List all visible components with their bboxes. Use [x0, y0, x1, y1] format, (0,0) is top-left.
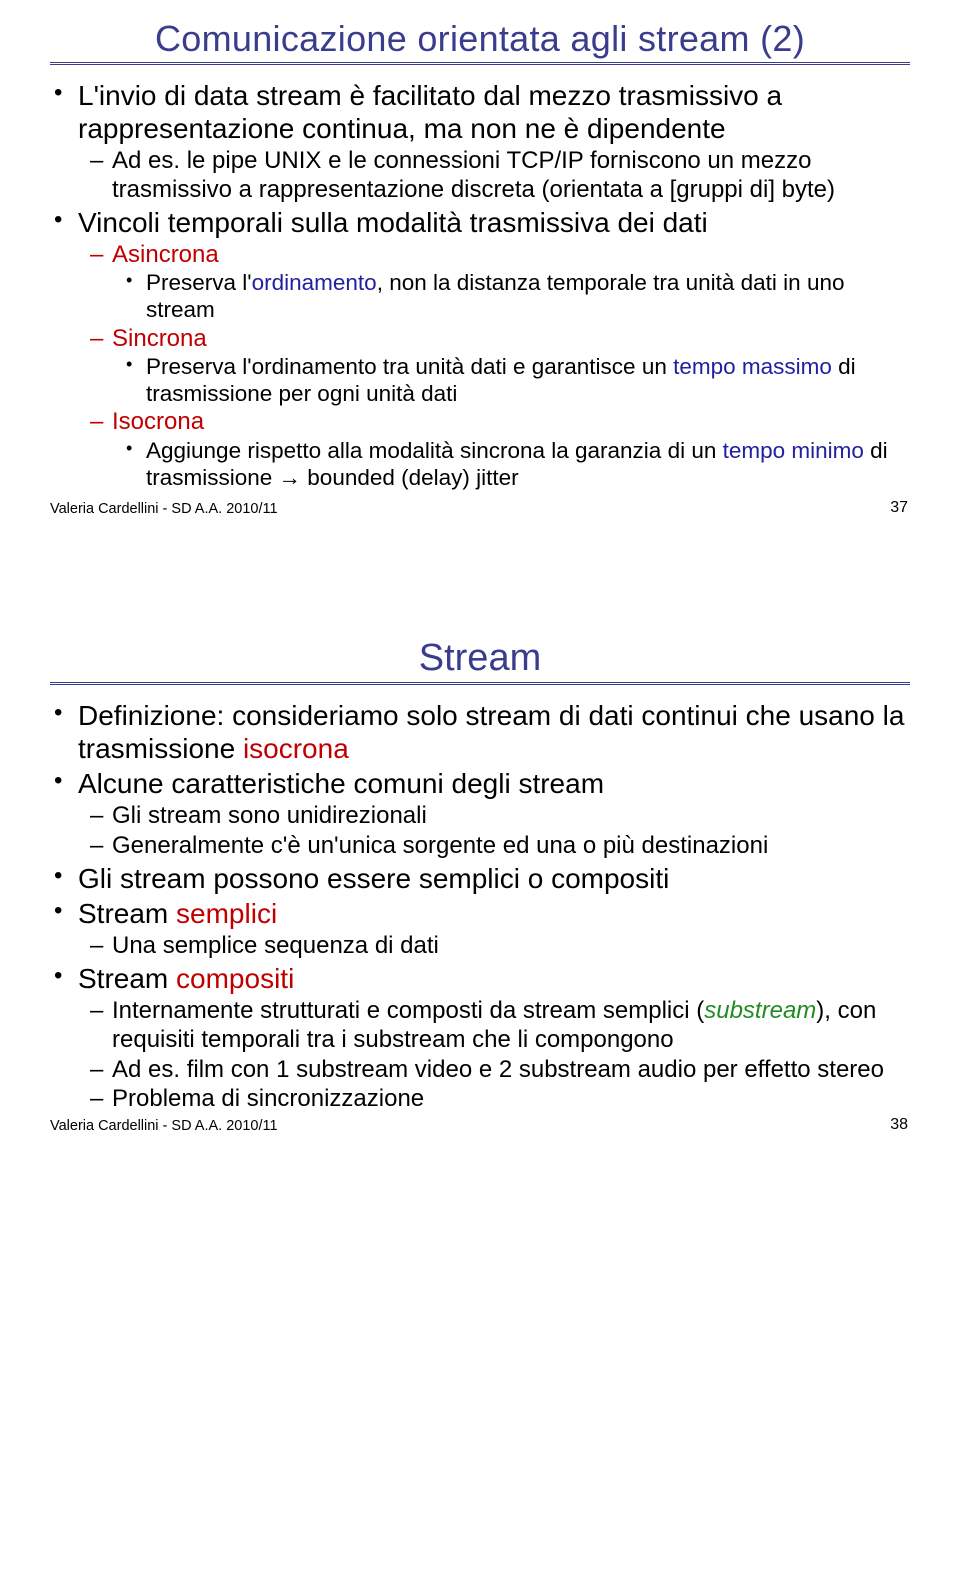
bullet-l2: Gli stream sono unidirezionali [50, 802, 910, 831]
page-number: 37 [890, 499, 908, 517]
bullet-list: Definizione: consideriamo solo stream di… [50, 699, 910, 1114]
bullet-l2: Problema di sincronizzazione [50, 1085, 910, 1114]
footer-author: Valeria Cardellini - SD A.A. 2010/11 [50, 1118, 278, 1134]
bullet-l2-async: Asincrona [50, 241, 910, 270]
slide-2: Stream Definizione: consideriamo solo st… [0, 619, 960, 1138]
bullet-l2: Una semplice sequenza di dati [50, 932, 910, 961]
bullet-l2: Ad es. film con 1 substream video e 2 su… [50, 1056, 910, 1085]
footer-author: Valeria Cardellini - SD A.A. 2010/11 [50, 501, 278, 517]
title-rule [50, 62, 910, 65]
bullet-l3: Aggiunge rispetto alla modalità sincrona… [50, 438, 910, 491]
bullet-list: L'invio di data stream è facilitato dal … [50, 79, 910, 491]
bullet-l1: Stream semplici [50, 897, 910, 930]
bullet-l3: Preserva l'ordinamento, non la distanza … [50, 270, 910, 323]
slide-title: Stream [50, 637, 910, 680]
title-rule [50, 682, 910, 685]
page-number: 38 [890, 1116, 908, 1134]
bullet-l1: Gli stream possono essere semplici o com… [50, 862, 910, 895]
slide-1: Comunicazione orientata agli stream (2) … [0, 0, 960, 529]
bullet-l2-sync: Sincrona [50, 325, 910, 354]
bullet-l2: Internamente strutturati e composti da s… [50, 997, 910, 1055]
slide-footer: Valeria Cardellini - SD A.A. 2010/11 37 [50, 501, 910, 517]
bullet-l1: L'invio di data stream è facilitato dal … [50, 79, 910, 145]
bullet-l1: Definizione: consideriamo solo stream di… [50, 699, 910, 765]
bullet-l2-iso: Isocrona [50, 408, 910, 437]
bullet-l1: Alcune caratteristiche comuni degli stre… [50, 767, 910, 800]
slide-title: Comunicazione orientata agli stream (2) [50, 18, 910, 60]
bullet-l2: Generalmente c'è un'unica sorgente ed un… [50, 832, 910, 861]
slide-footer: Valeria Cardellini - SD A.A. 2010/11 38 [50, 1118, 910, 1134]
slide-gap [0, 529, 960, 619]
bullet-l1: Vincoli temporali sulla modalità trasmis… [50, 206, 910, 239]
bullet-l2: Ad es. le pipe UNIX e le connessioni TCP… [50, 147, 910, 205]
bullet-l3: Preserva l'ordinamento tra unità dati e … [50, 354, 910, 407]
bullet-l1: Stream compositi [50, 962, 910, 995]
